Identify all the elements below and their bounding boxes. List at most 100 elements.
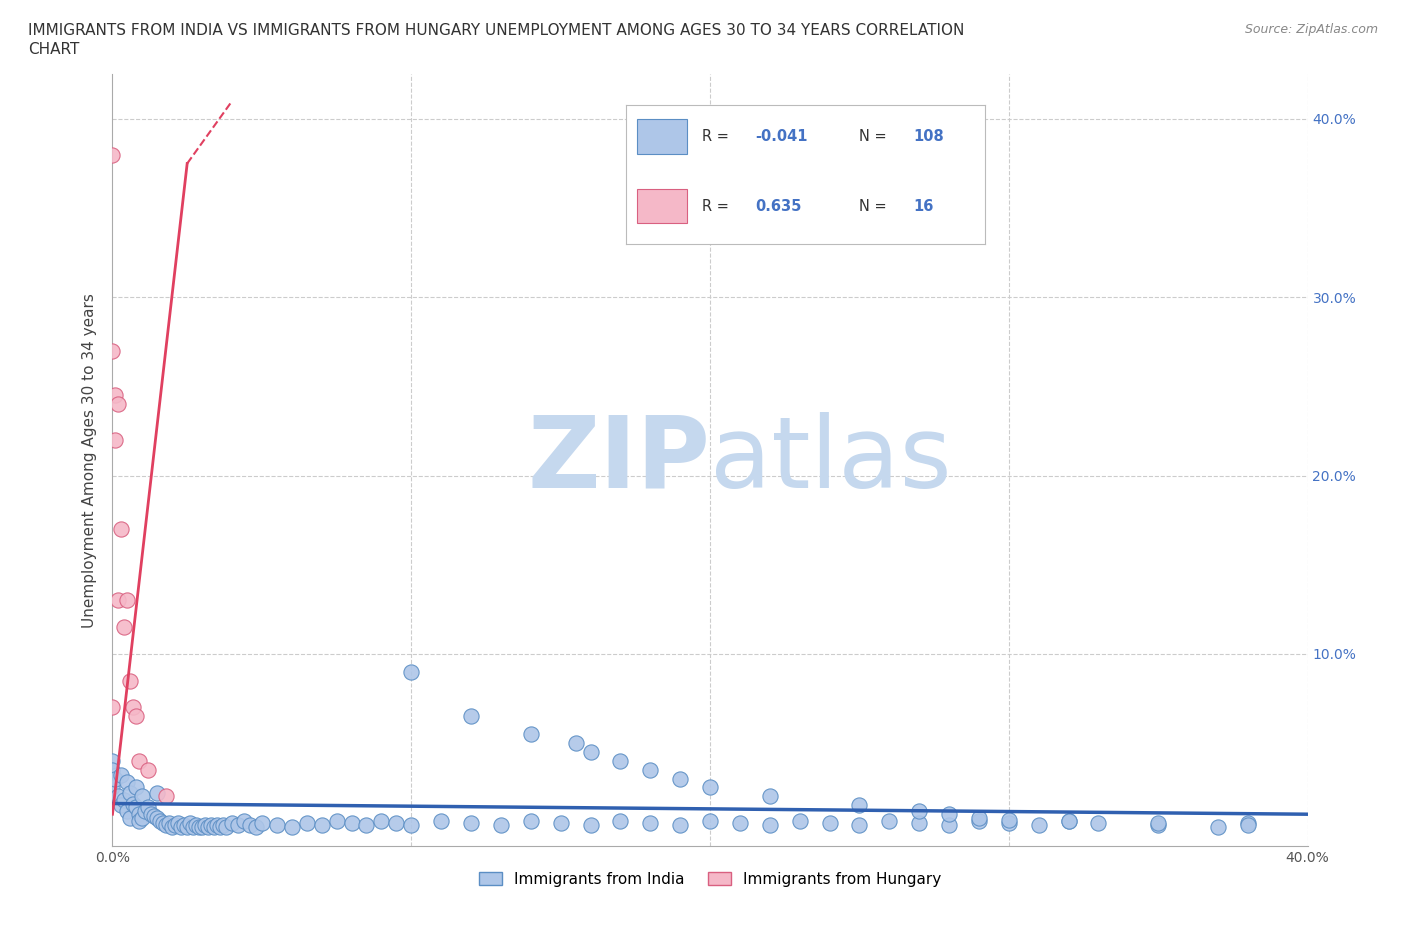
Point	[125, 709, 148, 724]
Point	[128, 753, 150, 768]
Point	[640, 763, 662, 777]
Text: ZIP: ZIP	[527, 412, 710, 509]
Point	[107, 789, 129, 804]
Point	[138, 800, 160, 815]
Point	[1237, 816, 1260, 830]
Point	[1206, 819, 1229, 834]
Point	[340, 816, 363, 830]
Point	[489, 817, 512, 832]
Point	[110, 522, 132, 537]
Point	[107, 592, 129, 607]
Point	[157, 816, 180, 830]
Point	[170, 819, 193, 834]
Point	[460, 709, 482, 724]
Point	[162, 819, 183, 834]
Point	[149, 814, 172, 829]
Point	[152, 816, 174, 830]
Point	[245, 819, 267, 834]
Point	[110, 798, 132, 813]
Point	[1028, 817, 1050, 832]
Text: CHART: CHART	[28, 42, 80, 57]
Point	[146, 810, 169, 825]
Point	[120, 810, 142, 825]
Point	[122, 796, 145, 811]
Point	[155, 817, 177, 832]
Point	[101, 753, 124, 768]
Point	[197, 819, 219, 834]
Point	[226, 817, 249, 832]
Point	[311, 817, 333, 832]
Point	[579, 817, 602, 832]
Point	[101, 699, 124, 714]
Point	[165, 817, 187, 832]
Point	[173, 817, 195, 832]
Point	[176, 819, 198, 834]
Point	[998, 816, 1021, 830]
Point	[128, 806, 150, 821]
Point	[1087, 816, 1109, 830]
Point	[266, 817, 288, 832]
Point	[117, 775, 139, 790]
Point	[1147, 817, 1170, 832]
Point	[759, 817, 782, 832]
Point	[110, 767, 132, 782]
Point	[120, 673, 142, 688]
Point	[131, 810, 153, 825]
Point	[215, 819, 238, 834]
Point	[101, 763, 124, 777]
Point	[117, 592, 139, 607]
Text: IMMIGRANTS FROM INDIA VS IMMIGRANTS FROM HUNGARY UNEMPLOYMENT AMONG AGES 30 TO 3: IMMIGRANTS FROM INDIA VS IMMIGRANTS FROM…	[28, 23, 965, 38]
Point	[120, 785, 142, 800]
Text: atlas: atlas	[710, 412, 952, 509]
Point	[134, 804, 156, 818]
Point	[460, 816, 482, 830]
Point	[146, 785, 169, 800]
Point	[370, 814, 392, 829]
Point	[699, 780, 721, 795]
Point	[107, 397, 129, 412]
Point	[104, 432, 127, 447]
Point	[202, 819, 225, 834]
Point	[155, 789, 177, 804]
Point	[848, 798, 870, 813]
Point	[191, 819, 214, 834]
Point	[669, 817, 692, 832]
Point	[938, 817, 960, 832]
Point	[728, 816, 751, 830]
Point	[669, 771, 692, 786]
Point	[114, 792, 135, 807]
Point	[209, 819, 232, 834]
Point	[295, 816, 318, 830]
Point	[759, 789, 782, 804]
Point	[818, 816, 841, 830]
Legend: Immigrants from India, Immigrants from Hungary: Immigrants from India, Immigrants from H…	[472, 866, 948, 893]
Point	[908, 816, 931, 830]
Point	[848, 817, 870, 832]
Point	[125, 780, 148, 795]
Point	[194, 817, 217, 832]
Point	[101, 780, 124, 795]
Point	[281, 819, 304, 834]
Point	[356, 817, 378, 832]
Point	[188, 819, 211, 834]
Point	[117, 804, 139, 818]
Point	[1057, 814, 1080, 829]
Point	[101, 343, 124, 358]
Point	[122, 699, 145, 714]
Point	[186, 817, 208, 832]
Point	[998, 812, 1021, 827]
Point	[179, 816, 201, 830]
Point	[385, 816, 408, 830]
Point	[550, 816, 572, 830]
Point	[1237, 817, 1260, 832]
Point	[141, 806, 163, 821]
Point	[104, 388, 127, 403]
Point	[239, 817, 262, 832]
Point	[1057, 814, 1080, 829]
Point	[699, 814, 721, 829]
Point	[221, 816, 243, 830]
Point	[879, 814, 901, 829]
Point	[609, 814, 631, 829]
Point	[1147, 816, 1170, 830]
Point	[579, 744, 602, 759]
